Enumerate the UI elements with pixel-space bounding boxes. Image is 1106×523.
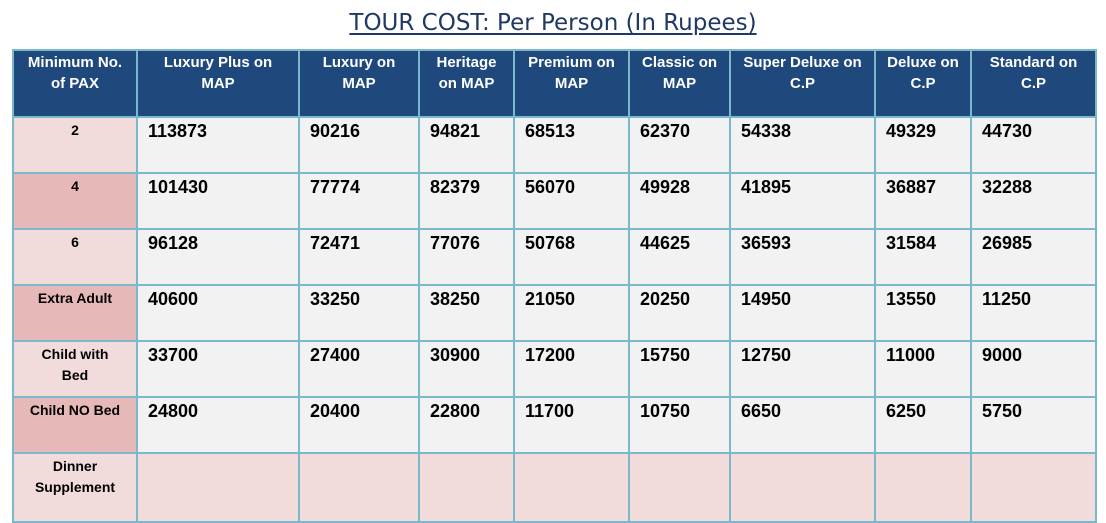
table-cell: 6250: [874, 396, 972, 454]
table-cell: 13550: [874, 284, 972, 342]
table-cell: 77076: [418, 228, 515, 286]
table-row: Extra Adult 40600 33250 38250 21050 2025…: [12, 284, 1097, 342]
table-cell: 11250: [970, 284, 1097, 342]
table-cell: 101430: [136, 172, 300, 230]
table-cell: 62370: [628, 116, 731, 174]
table-cell: 50768: [513, 228, 630, 286]
table-cell: 30900: [418, 340, 515, 398]
table-cell: [418, 452, 515, 523]
table-cell: 49329: [874, 116, 972, 174]
tour-cost-table: Minimum No. of PAX Luxury Plus on MAP Lu…: [12, 49, 1097, 523]
table-row: Child NO Bed 24800 20400 22800 11700 107…: [12, 396, 1097, 454]
column-header-luxury: Luxury on MAP: [298, 49, 420, 118]
table-cell: 21050: [513, 284, 630, 342]
column-header-min-pax: Minimum No. of PAX: [12, 49, 138, 118]
table-cell: 15750: [628, 340, 731, 398]
column-header-premium: Premium on MAP: [513, 49, 630, 118]
table-cell: [729, 452, 876, 523]
table-row: Dinner Supplement: [12, 452, 1097, 523]
table-cell: 24800: [136, 396, 300, 454]
table-cell: 20250: [628, 284, 731, 342]
table-cell: 36593: [729, 228, 876, 286]
table-row: Child with Bed 33700 27400 30900 17200 1…: [12, 340, 1097, 398]
table-cell: 82379: [418, 172, 515, 230]
column-header-heritage: Heritage on MAP: [418, 49, 515, 118]
table-row: 4 101430 77774 82379 56070 49928 41895 3…: [12, 172, 1097, 230]
header-row: Minimum No. of PAX Luxury Plus on MAP Lu…: [12, 49, 1097, 118]
row-label: Dinner Supplement: [12, 452, 138, 523]
row-label: Extra Adult: [12, 284, 138, 342]
row-label: Child with Bed: [12, 340, 138, 398]
table-cell: 27400: [298, 340, 420, 398]
table-cell: 40600: [136, 284, 300, 342]
table-cell: 94821: [418, 116, 515, 174]
table-cell: 17200: [513, 340, 630, 398]
table-cell: 77774: [298, 172, 420, 230]
table-cell: [298, 452, 420, 523]
table-cell: 11700: [513, 396, 630, 454]
table-cell: 22800: [418, 396, 515, 454]
row-label: 2: [12, 116, 138, 174]
row-label: 4: [12, 172, 138, 230]
column-header-standard: Standard on C.P: [970, 49, 1097, 118]
table-row: 6 96128 72471 77076 50768 44625 36593 31…: [12, 228, 1097, 286]
table-cell: 54338: [729, 116, 876, 174]
column-header-classic: Classic on MAP: [628, 49, 731, 118]
table-cell: 11000: [874, 340, 972, 398]
column-header-luxury-plus: Luxury Plus on MAP: [136, 49, 300, 118]
table-cell: 9000: [970, 340, 1097, 398]
table-cell: 44730: [970, 116, 1097, 174]
table-cell: [874, 452, 972, 523]
row-label: Child NO Bed: [12, 396, 138, 454]
table-cell: [513, 452, 630, 523]
column-header-deluxe: Deluxe on C.P: [874, 49, 972, 118]
table-cell: 56070: [513, 172, 630, 230]
table-cell: 14950: [729, 284, 876, 342]
table-cell: 96128: [136, 228, 300, 286]
table-cell: 38250: [418, 284, 515, 342]
page-title-text: TOUR COST: Per Person (In Rupees): [349, 10, 757, 36]
table-cell: 12750: [729, 340, 876, 398]
table-cell: 36887: [874, 172, 972, 230]
table-cell: 33250: [298, 284, 420, 342]
table-cell: 44625: [628, 228, 731, 286]
table-cell: 33700: [136, 340, 300, 398]
table-cell: 72471: [298, 228, 420, 286]
table-cell: 26985: [970, 228, 1097, 286]
row-label: 6: [12, 228, 138, 286]
table-cell: 31584: [874, 228, 972, 286]
table-cell: [136, 452, 300, 523]
table-cell: 90216: [298, 116, 420, 174]
table-cell: 20400: [298, 396, 420, 454]
table-cell: [970, 452, 1097, 523]
table-cell: 49928: [628, 172, 731, 230]
table-row: 2 113873 90216 94821 68513 62370 54338 4…: [12, 116, 1097, 174]
table-cell: 68513: [513, 116, 630, 174]
table-cell: 10750: [628, 396, 731, 454]
table-cell: 41895: [729, 172, 876, 230]
page-title: TOUR COST: Per Person (In Rupees): [0, 10, 1106, 36]
column-header-super-deluxe: Super Deluxe on C.P: [729, 49, 876, 118]
table-cell: 6650: [729, 396, 876, 454]
table-cell: 32288: [970, 172, 1097, 230]
table-cell: [628, 452, 731, 523]
table-cell: 5750: [970, 396, 1097, 454]
table-cell: 113873: [136, 116, 300, 174]
